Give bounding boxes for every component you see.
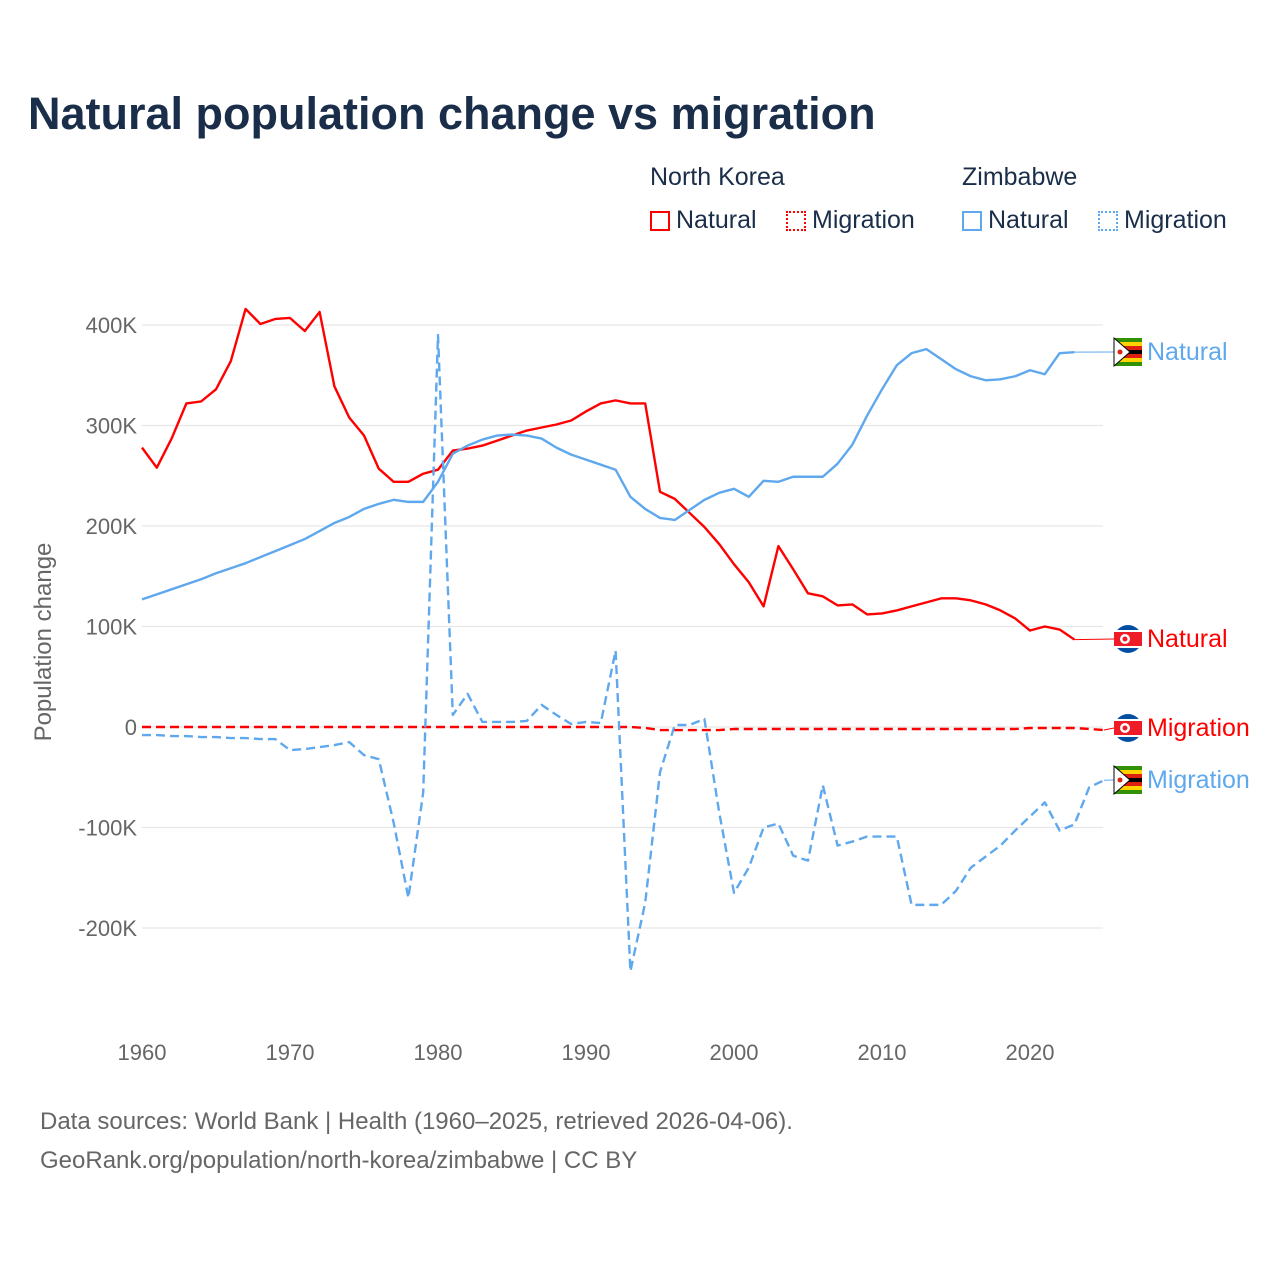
footer-link[interactable]: GeoRank.org/population/north-korea/zimba… [40, 1147, 638, 1174]
north-korea-flag-icon [1114, 714, 1142, 742]
y-axis-label: Population change [30, 543, 57, 742]
x-tick-label: 2000 [710, 1040, 759, 1065]
x-tick-label: 1990 [562, 1040, 611, 1065]
chart-title: Natural population change vs migration [28, 88, 876, 139]
legend-label: Natural [988, 206, 1069, 234]
footer-sources: Data sources: World Bank | Health (1960–… [40, 1108, 793, 1135]
x-tick-label: 1970 [266, 1040, 315, 1065]
legend-zw-migration[interactable]: Migration [1098, 206, 1227, 235]
legend-swatch-solid [962, 210, 982, 231]
series-end-label: Migration [1147, 714, 1250, 742]
zimbabwe-flag-icon [1113, 764, 1142, 796]
legend-label: Migration [812, 206, 915, 234]
y-tick-label: 400K [86, 313, 138, 338]
zimbabwe-flag-icon [1113, 336, 1142, 368]
legend-nk-natural[interactable]: Natural [650, 206, 757, 235]
label-connector [1074, 638, 1115, 641]
label-connector [1103, 727, 1115, 731]
series-end-label: Migration [1147, 766, 1250, 794]
x-tick-label: 1960 [118, 1040, 167, 1065]
y-tick-label: 100K [86, 615, 138, 640]
y-tick-label: -100K [78, 816, 137, 841]
y-tick-label: 200K [86, 514, 138, 539]
legend-group-north-korea: North Korea [650, 163, 785, 191]
series-line-north-korea-natural [141, 307, 1076, 641]
legend-swatch-dotted [786, 210, 806, 231]
legend-swatch-solid [650, 210, 670, 231]
y-tick-label: -200K [78, 916, 137, 941]
y-tick-label: 300K [86, 414, 138, 439]
x-tick-label: 1980 [414, 1040, 463, 1065]
series-line-zimbabwe-natural [141, 347, 1075, 601]
series-line-zimbabwe-migration [142, 333, 1105, 973]
legend-group-zimbabwe: Zimbabwe [962, 163, 1078, 191]
legend-nk-migration[interactable]: Migration [786, 206, 915, 235]
legend-swatch-dotted [1098, 210, 1118, 231]
y-tick-label: 0 [125, 715, 137, 740]
legend-label: Migration [1124, 206, 1227, 234]
x-tick-label: 2020 [1006, 1040, 1055, 1065]
legend-label: Natural [676, 206, 757, 234]
series-line-north-korea-migration [142, 725, 1105, 732]
series-end-label: Natural [1147, 625, 1228, 653]
north-korea-flag-icon [1114, 625, 1142, 653]
x-tick-label: 2010 [858, 1040, 907, 1065]
series-end-label: Natural [1147, 338, 1228, 366]
legend-zw-natural[interactable]: Natural [962, 206, 1069, 235]
